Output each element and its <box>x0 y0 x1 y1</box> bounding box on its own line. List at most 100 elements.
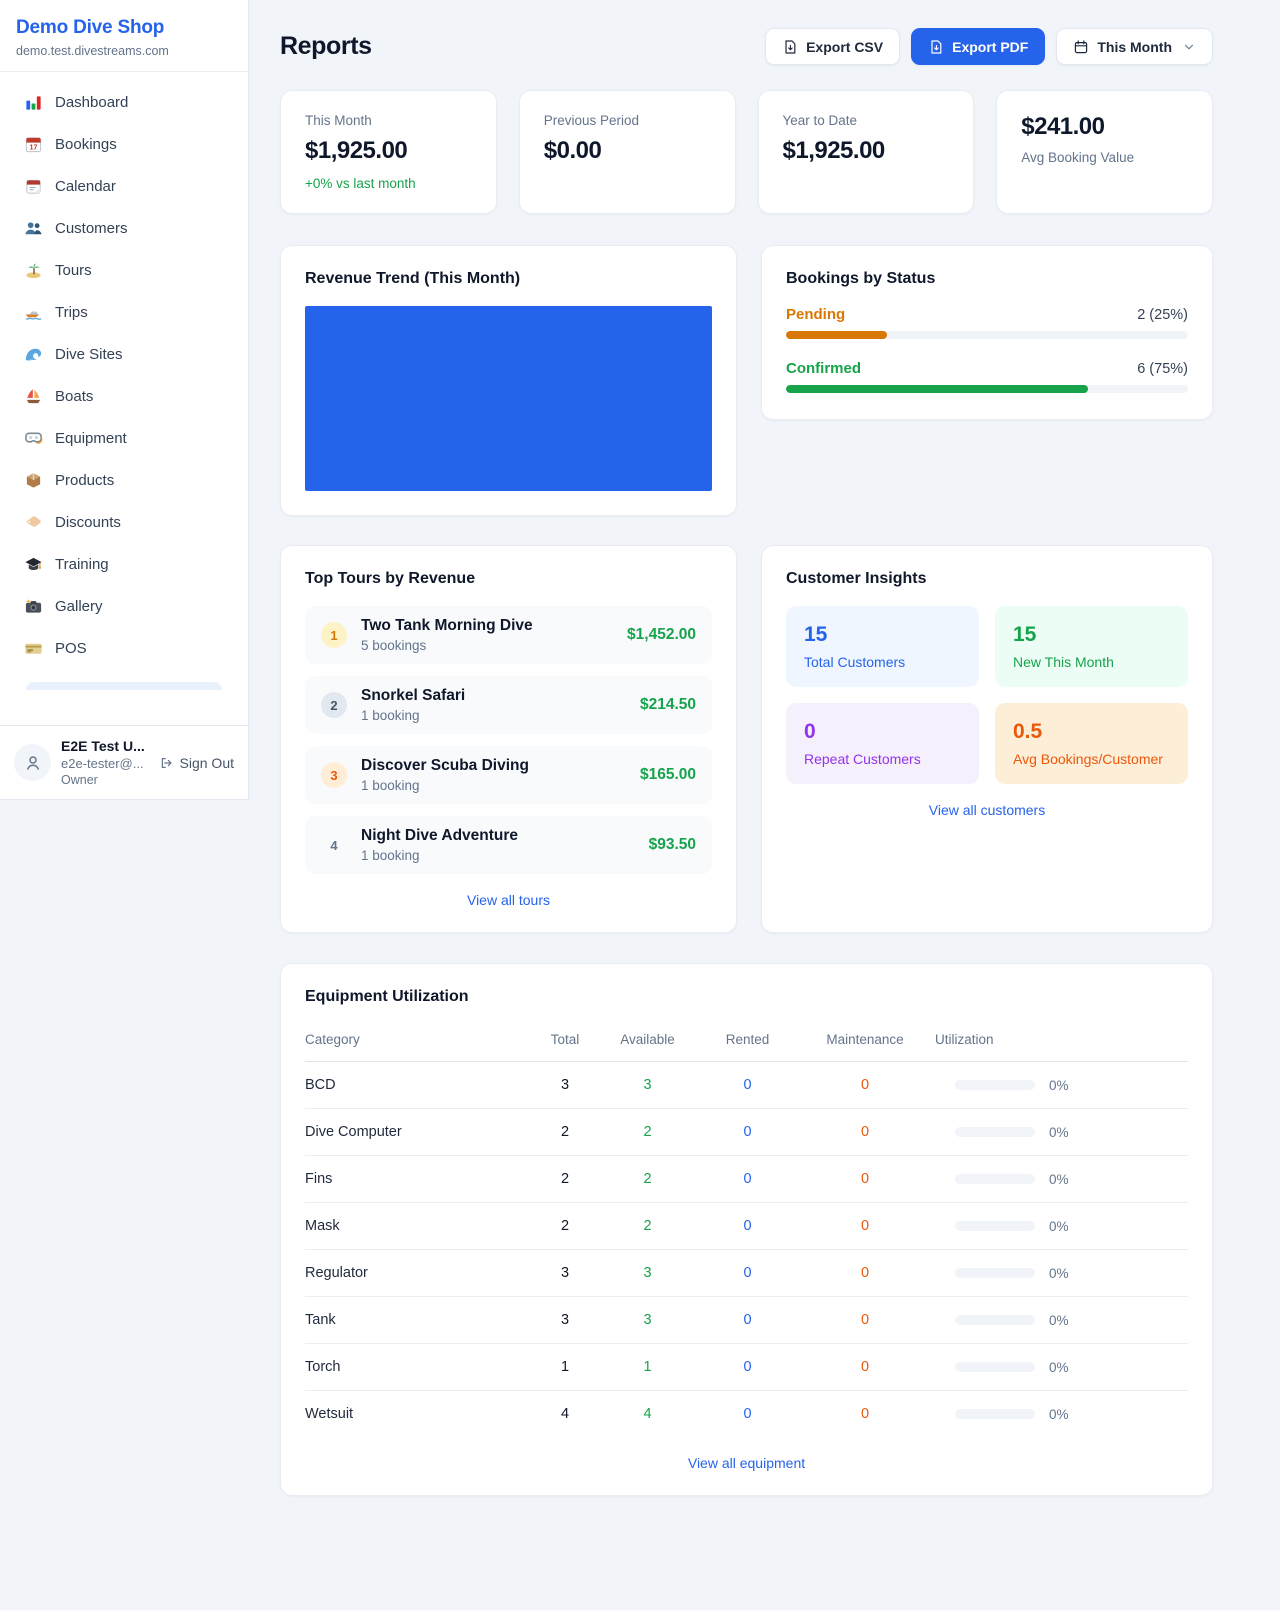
tour-row: 3 Discover Scuba Diving 1 booking $165.0… <box>305 746 712 804</box>
rank-badge: 3 <box>321 762 347 788</box>
utilization-bar <box>955 1221 1035 1231</box>
sidebar-item-label: Boats <box>55 388 94 405</box>
insight-label: Avg Bookings/Customer <box>1013 751 1163 767</box>
export-pdf-button[interactable]: Export PDF <box>911 28 1046 65</box>
sidebar-item-reports-active[interactable] <box>26 682 222 690</box>
view-all-customers-link[interactable]: View all customers <box>786 802 1188 818</box>
view-all-equipment-link[interactable]: View all equipment <box>305 1455 1188 1471</box>
user-email: e2e-tester@... <box>61 756 144 771</box>
sidebar-item-label: Bookings <box>55 136 117 153</box>
sailboat-icon <box>24 387 43 406</box>
chevron-down-icon <box>1184 44 1194 49</box>
sidebar-item-bookings[interactable]: 17 Bookings <box>12 126 236 163</box>
column-header: Rented <box>700 1024 795 1062</box>
brand-title: Demo Dive Shop <box>16 17 165 38</box>
stat-card-avg-booking-value: $241.00 Avg Booking Value <box>996 90 1213 214</box>
brand: Demo Dive Shop demo.test.divestreams.com <box>0 0 248 72</box>
bar-chart-icon <box>24 93 43 112</box>
brand-subdomain: demo.test.divestreams.com <box>16 44 169 58</box>
tour-name: Two Tank Morning Dive <box>361 617 533 634</box>
insight-label: New This Month <box>1013 654 1114 670</box>
sidebar-item-customers[interactable]: Customers <box>12 210 236 247</box>
status-label: Confirmed <box>786 360 861 377</box>
panel-title: Bookings by Status <box>786 270 936 287</box>
file-download-icon <box>785 39 796 54</box>
users-icon <box>24 219 43 238</box>
tour-revenue: $165.00 <box>639 766 696 783</box>
table-row: BCD 3 3 0 0 0% <box>305 1061 1188 1109</box>
sidebar-item-discounts[interactable]: Discounts <box>12 504 236 541</box>
sidebar: Demo Dive Shop demo.test.divestreams.com… <box>0 0 249 800</box>
insight-label: Total Customers <box>804 654 906 670</box>
revenue-trend-panel: Revenue Trend (This Month) <box>280 245 737 516</box>
progress-track <box>786 385 1188 393</box>
user-name: E2E Test U... <box>61 738 145 754</box>
sidebar-item-label: POS <box>55 640 87 657</box>
tour-bookings: 1 booking <box>361 778 420 793</box>
utilization-bar <box>955 1268 1035 1278</box>
equipment-table: Category Total Available Rented Maintena… <box>305 1024 1188 1437</box>
equipment-utilization-panel: Equipment Utilization Category Total Ava… <box>280 963 1213 1496</box>
logout-icon <box>161 757 172 768</box>
user-role: Owner <box>61 773 98 787</box>
column-header: Total <box>535 1024 595 1062</box>
sidebar-item-calendar[interactable]: Calendar <box>12 168 236 205</box>
stat-label: Year to Date <box>782 113 858 128</box>
stat-label: Avg Booking Value <box>1021 150 1135 165</box>
svg-text:17: 17 <box>30 143 38 151</box>
tour-row: 1 Two Tank Morning Dive 5 bookings $1,45… <box>305 606 712 664</box>
tour-row: 4 Night Dive Adventure 1 booking $93.50 <box>305 816 712 874</box>
tear-calendar-icon <box>24 177 43 196</box>
sidebar-item-label: Trips <box>55 304 88 321</box>
progress-fill <box>786 385 1088 393</box>
sidebar-item-pos[interactable]: POS <box>12 630 236 667</box>
sidebar-item-boats[interactable]: Boats <box>12 378 236 415</box>
status-value: 6 (75%) <box>1137 361 1188 377</box>
export-csv-button[interactable]: Export CSV <box>765 28 901 65</box>
person-icon <box>26 755 39 770</box>
rank-badge: 4 <box>330 837 338 853</box>
table-header-row: Category Total Available Rented Maintena… <box>305 1024 1188 1062</box>
main-content: Reports Export CSV Export PDF This Month… <box>249 0 1280 1570</box>
customer-insights-panel: Customer Insights 15 Total Customers 15 … <box>761 545 1213 933</box>
utilization-bar <box>955 1174 1035 1184</box>
sidebar-item-dashboard[interactable]: Dashboard <box>12 84 236 121</box>
calendar-date-icon: 17 <box>24 135 43 154</box>
insight-avg-bookings: 0.5 Avg Bookings/Customer <box>995 703 1188 784</box>
sidebar-item-label: Products <box>55 472 115 489</box>
period-dropdown[interactable]: This Month <box>1056 28 1213 65</box>
tour-bookings: 1 booking <box>361 848 420 863</box>
tour-revenue: $93.50 <box>648 836 696 853</box>
stat-card-previous-period: Previous Period $0.00 <box>518 90 736 214</box>
sidebar-item-trips[interactable]: Trips <box>12 294 236 331</box>
sidebar-item-tours[interactable]: Tours <box>12 252 236 289</box>
table-row: Fins 2 2 0 0 0% <box>305 1155 1188 1203</box>
insight-value: 15 <box>1013 623 1037 646</box>
sidebar-item-label: Equipment <box>55 430 127 447</box>
user-footer: E2E Test U... e2e-tester@... Owner Sign … <box>0 725 248 799</box>
sidebar-item-dive-sites[interactable]: Dive Sites <box>12 336 236 373</box>
panel-title: Top Tours by Revenue <box>305 570 476 587</box>
utilization-bar <box>955 1080 1035 1090</box>
stat-label: Previous Period <box>543 113 640 128</box>
insight-value: 15 <box>804 623 828 646</box>
view-all-tours-link[interactable]: View all tours <box>305 892 712 908</box>
sign-out-button[interactable]: Sign Out <box>158 755 234 771</box>
tour-name: Snorkel Safari <box>361 687 466 704</box>
panel-title: Revenue Trend (This Month) <box>305 270 521 287</box>
status-label: Pending <box>786 306 846 323</box>
sidebar-item-training[interactable]: Training <box>12 546 236 583</box>
stat-value: $241.00 <box>1021 113 1105 140</box>
sidebar-item-products[interactable]: Products <box>12 462 236 499</box>
utilization-bar <box>955 1315 1035 1325</box>
package-icon <box>24 471 43 490</box>
rank-badge: 2 <box>321 692 347 718</box>
column-header: Category <box>305 1024 535 1062</box>
sidebar-item-gallery[interactable]: Gallery <box>12 588 236 625</box>
insight-value: 0 <box>804 720 816 743</box>
insight-repeat-customers: 0 Repeat Customers <box>786 703 979 784</box>
utilization-bar <box>955 1127 1035 1137</box>
insight-value: 0.5 <box>1013 720 1043 743</box>
sidebar-item-equipment[interactable]: Equipment <box>12 420 236 457</box>
tour-name: Night Dive Adventure <box>361 827 519 844</box>
